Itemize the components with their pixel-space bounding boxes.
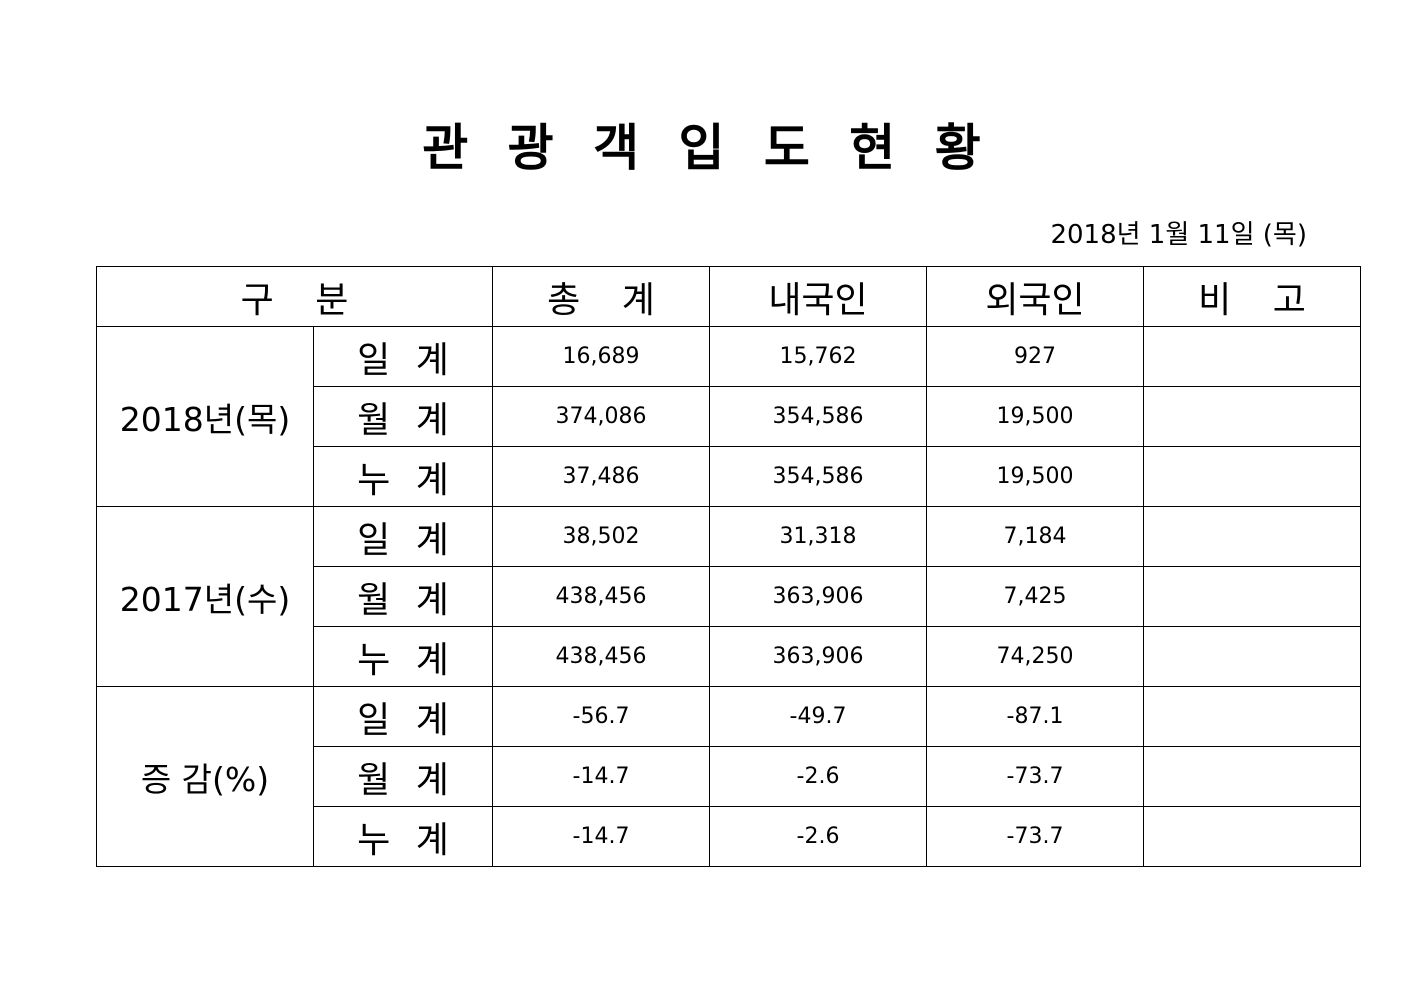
data-row: 누 계 37,486 354,586 19,500 [97,446,1361,507]
note-cell [1143,326,1361,387]
row-label: 누 계 [313,806,493,867]
row-label: 일 계 [313,326,493,387]
value-cell: -87.1 [926,686,1144,747]
value-cell: 7,184 [926,506,1144,567]
value-cell: -73.7 [926,746,1144,807]
row-label: 월 계 [313,386,493,447]
data-row: 월 계 438,456 363,906 7,425 [97,566,1361,627]
value-cell: 438,456 [492,626,710,687]
note-cell [1143,506,1361,567]
data-row: 월 계 -14.7 -2.6 -73.7 [97,746,1361,807]
header-cell: 내국인 [709,266,927,327]
value-cell: 16,689 [492,326,710,387]
data-row: 누 계 438,456 363,906 74,250 [97,626,1361,687]
value-cell: -2.6 [709,746,927,807]
value-cell: -14.7 [492,806,710,867]
row-label: 누 계 [313,446,493,507]
header-cell: 비 고 [1143,266,1361,327]
value-cell: 354,586 [709,446,927,507]
note-cell [1143,806,1361,867]
value-cell: 354,586 [709,386,927,447]
value-cell: -56.7 [492,686,710,747]
data-row: 2018년(목) 일 계 16,689 15,762 927 [96,326,1361,507]
value-cell: 31,318 [709,506,927,567]
note-cell [1143,566,1361,627]
value-cell: 438,456 [492,566,710,627]
group-label: 2017년(수) [96,506,314,687]
row-label: 월 계 [313,566,493,627]
row-label: 월 계 [313,746,493,807]
data-row: 누 계 -14.7 -2.6 -73.7 [97,806,1361,867]
data-row: 2017년(수) 일 계 38,502 31,318 7,184 [96,506,1361,687]
value-cell: -2.6 [709,806,927,867]
note-cell [1143,746,1361,807]
value-cell: 15,762 [709,326,927,387]
value-cell: -14.7 [492,746,710,807]
header-cell: 총 계 [492,266,710,327]
group-label: 증 감(%) [96,686,314,867]
note-cell [1143,626,1361,687]
value-cell: 74,250 [926,626,1144,687]
note-cell [1143,386,1361,447]
value-cell: 38,502 [492,506,710,567]
row-label: 일 계 [313,686,493,747]
group-label: 2018년(목) [96,326,314,507]
row-label: 누 계 [313,626,493,687]
data-row: 증 감(%) 일 계 -56.7 -49.7 -87.1 [96,686,1361,867]
row-label: 일 계 [313,506,493,567]
value-cell: 37,486 [492,446,710,507]
date: 2018년 1월 11일 (목) [1050,220,1307,250]
header-cell: 외국인 [926,266,1144,327]
value-cell: 363,906 [709,566,927,627]
note-cell [1143,446,1361,507]
value-cell: 374,086 [492,386,710,447]
value-cell: 927 [926,326,1144,387]
value-cell: -73.7 [926,806,1144,867]
value-cell: -49.7 [709,686,927,747]
note-cell [1143,686,1361,747]
value-cell: 19,500 [926,446,1144,507]
value-cell: 7,425 [926,566,1144,627]
title: 관 광 객 입 도 현 황 [422,119,981,177]
value-cell: 19,500 [926,386,1144,447]
header-cell: 구 분 [96,266,493,327]
value-cell: 363,906 [709,626,927,687]
